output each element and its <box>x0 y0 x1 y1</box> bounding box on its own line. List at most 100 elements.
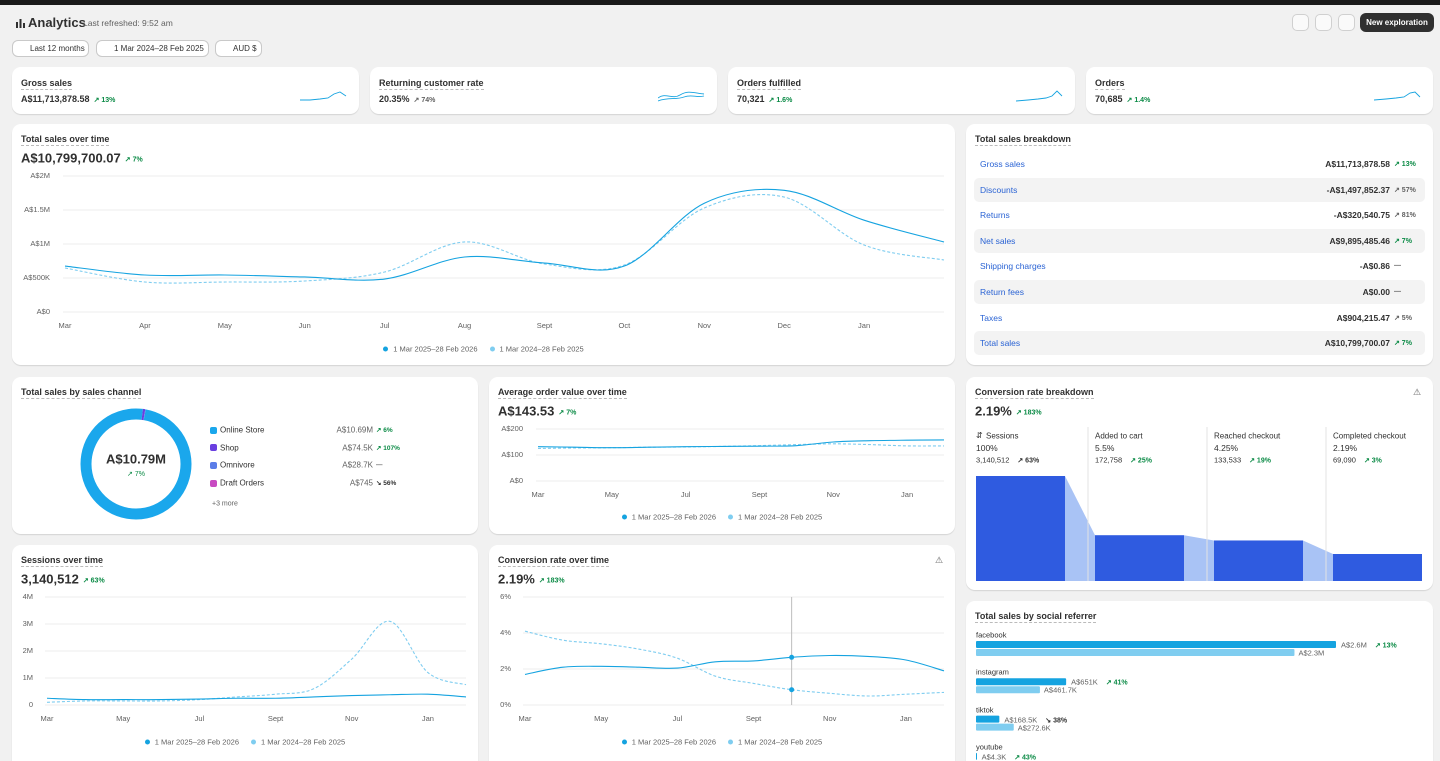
x-tick-label: Mar <box>59 321 72 330</box>
x-tick-label: Jan <box>858 321 870 330</box>
breakdown-name: Net sales <box>980 235 1016 246</box>
funnel-connector <box>1065 476 1095 581</box>
step-name: Added to cart <box>1095 431 1143 441</box>
card-change: ↗ 63% <box>82 577 105 585</box>
line-chart: A$0 A$100 A$200 Mar May Jul Sept Nov Jan <box>501 424 945 499</box>
x-tick-label: May <box>116 714 130 723</box>
funnel-bar <box>1095 535 1184 581</box>
x-tick-label: May <box>218 321 232 330</box>
analytics-icon <box>16 19 25 28</box>
breakdown-name: Shipping charges <box>980 261 1046 272</box>
step-change: ↗ 25% <box>1130 457 1152 465</box>
breakdown-change: — <box>1394 288 1401 296</box>
step-rate: 2.19% <box>1333 443 1358 453</box>
aov-over-time-card: Average order value over time A$143.53 ↗ 7… <box>489 377 955 534</box>
expand-button[interactable] <box>1315 14 1332 31</box>
breakdown-name: Discounts <box>980 184 1018 195</box>
step-change: ↗ 63% <box>1017 457 1040 465</box>
sparkline-path <box>1374 91 1421 101</box>
legend-value: A$28.7K <box>342 460 373 470</box>
x-tick-label: Sept <box>752 490 768 499</box>
current-change: ↗ 13% <box>1374 642 1397 650</box>
step-count: 172,758 ↗ 25% <box>1095 455 1152 465</box>
legend-swatch <box>144 739 150 745</box>
kpi-value: 70,685 ↗ 1.4% <box>1095 94 1151 104</box>
currency-filter[interactable]: AUD $ <box>215 40 262 57</box>
breakdown-change: ↗ 5% <box>1394 314 1412 322</box>
breakdown-value: A$10,799,700.07 <box>1324 338 1390 349</box>
breakdown-row <box>974 331 1425 356</box>
x-tick-label: Nov <box>698 321 712 330</box>
hover-point <box>789 654 795 660</box>
new-exploration-button[interactable]: New exploration <box>1360 13 1434 32</box>
breakdown-value: A$904,215.47 <box>1336 312 1390 323</box>
x-tick-label: Nov <box>823 714 837 723</box>
referrer-name: instagram <box>976 667 1009 677</box>
x-tick-label: Mar <box>519 714 532 723</box>
step-name: Reached checkout <box>1214 431 1281 441</box>
x-tick-label: Apr <box>139 321 151 330</box>
kpi-label: Gross sales <box>21 78 73 90</box>
y-tick-label: 6% <box>500 592 511 601</box>
sales-by-channel-card: Total sales by sales channel A$10.79M ↗ 7%… <box>12 377 478 534</box>
compare-filter[interactable]: 1 Mar 2024–28 Feb 2025 <box>96 40 209 57</box>
x-tick-label: Sept <box>537 321 553 330</box>
series-line <box>524 630 945 697</box>
legend-change: ↘ 56% <box>376 480 397 488</box>
legend-label: 1 Mar 2024–28 Feb 2025 <box>738 737 823 747</box>
legend-label: 1 Mar 2024–28 Feb 2025 <box>499 344 584 354</box>
current-value-label: A$4.3K ↗ 43% <box>981 752 1037 761</box>
x-tick-label: Mar <box>41 714 54 723</box>
x-tick-label: Jul <box>380 321 390 330</box>
kpi-card: Orders fulfilled 70,321 ↗ 1.6% <box>728 67 1075 114</box>
top-bar <box>0 0 1440 5</box>
legend-label: 1 Mar 2025–28 Feb 2026 <box>154 737 239 747</box>
x-tick-label: May <box>605 490 619 499</box>
donut-center-value: A$10.79M <box>106 451 166 467</box>
step-count: 3,140,512 ↗ 63% <box>976 455 1040 465</box>
conversion-breakdown-card: Conversion rate breakdown 2.19% ↗ 183% ⚠ Ses… <box>966 377 1433 590</box>
line-chart: 0% 2% 4% 6% Mar May Jul Sept Nov Jan <box>500 592 945 723</box>
legend-label: Omnivore <box>220 460 255 470</box>
legend-value: A$74.5K <box>342 443 373 453</box>
legend-swatch <box>210 479 217 487</box>
sparkline <box>300 91 347 101</box>
legend-label: Online Store <box>220 425 265 435</box>
card-total: A$10,799,700.07 ↗ 7% <box>21 150 143 166</box>
compare-button[interactable] <box>1292 14 1309 31</box>
x-tick-label: Aug <box>458 321 471 330</box>
referrer-name: tiktok <box>976 705 994 715</box>
series-line <box>64 188 945 281</box>
breakdown-change: ↗ 13% <box>1394 161 1416 168</box>
x-tick-label: Jul <box>681 490 691 499</box>
conversion-over-time-card: Conversion rate over time 2.19% ↗ 183% ⚠ 0% 2… <box>489 545 955 761</box>
legend-swatch <box>728 514 733 520</box>
breakdown-name: Gross sales <box>980 159 1025 169</box>
legend-swatch <box>210 426 217 434</box>
step-count: 69,090 ↗ 3% <box>1333 455 1382 465</box>
y-tick-label: A$100 <box>501 450 523 459</box>
y-tick-label: A$500K <box>23 273 50 282</box>
kpi-card: Orders 70,685 ↗ 1.4% <box>1086 67 1433 114</box>
step-rate: 100% <box>976 443 998 453</box>
total-sales-over-time-card: Total sales over time A$10,799,700.07 ↗ 7%… <box>12 124 955 365</box>
date-range-filter[interactable]: Last 12 months <box>12 40 89 57</box>
kpi-change: ↗ 13% <box>93 97 116 104</box>
funnel-bar <box>1214 540 1303 581</box>
card-title: Total sales by social referrer <box>975 611 1097 623</box>
current-change: ↘ 38% <box>1045 717 1068 725</box>
edit-button[interactable] <box>1338 14 1355 31</box>
sparkline <box>1016 90 1063 102</box>
legend-item: 1 Mar 2024–28 Feb 2025 <box>728 738 822 747</box>
y-tick-label: 3M <box>23 619 33 628</box>
current-bar <box>976 641 1336 648</box>
series-line <box>46 693 467 701</box>
series-line <box>537 439 945 449</box>
breakdown-row <box>974 228 1425 253</box>
sparkline <box>1374 91 1421 101</box>
kpi-card: Gross sales A$11,713,878.58 ↗ 13% <box>12 67 359 114</box>
y-tick-label: 1M <box>23 673 33 682</box>
legend: 1 Mar 2025–28 Feb 2026 1 Mar 2024–28 Feb … <box>489 738 955 747</box>
sparkline-path <box>658 91 705 102</box>
y-tick-label: A$1M <box>30 239 50 248</box>
